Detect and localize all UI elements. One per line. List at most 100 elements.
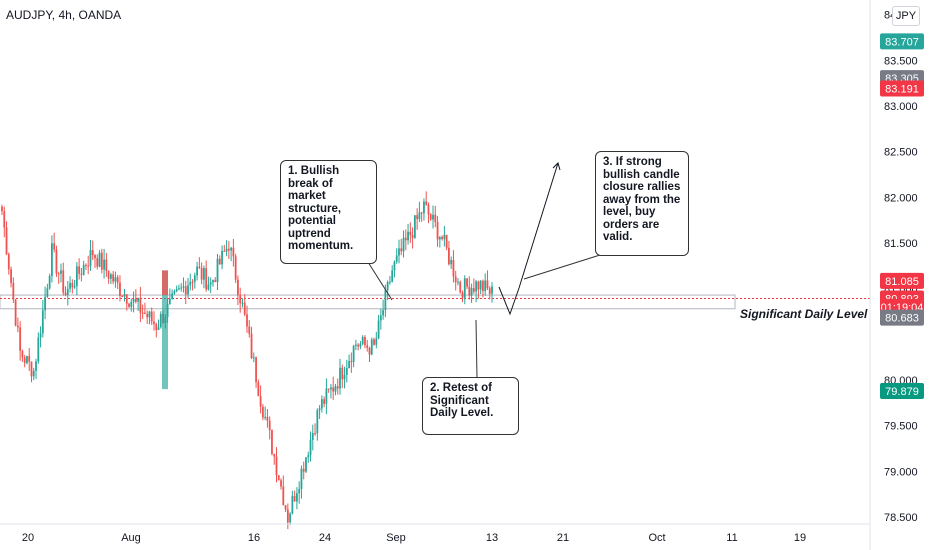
candle-body xyxy=(196,266,198,276)
projection-arrowhead xyxy=(552,162,561,171)
candle-body xyxy=(255,357,257,383)
candle-body xyxy=(234,256,237,280)
candle-body xyxy=(470,288,473,296)
candle-body xyxy=(171,293,174,299)
candle-body xyxy=(35,361,37,371)
candle-body xyxy=(330,387,332,390)
candle-body xyxy=(46,288,49,297)
price-badge-label: 79.879 xyxy=(885,386,919,398)
candle-body xyxy=(193,275,196,282)
candle-body xyxy=(139,297,142,313)
candle-body xyxy=(150,311,153,322)
candles xyxy=(1,191,493,530)
callout-1-pointer xyxy=(367,261,393,301)
candle-body xyxy=(100,252,103,270)
chart-symbol-title: AUDJPY, 4h, OANDA xyxy=(6,8,122,22)
callout-1: 1. Bullish break of market structure, po… xyxy=(280,160,377,264)
callout-3-pointer xyxy=(523,254,601,280)
candle-body xyxy=(14,299,17,326)
candle-body xyxy=(402,237,405,252)
candle-body xyxy=(386,282,389,291)
candle-body xyxy=(223,250,226,252)
candle-body xyxy=(268,420,271,431)
candle-body xyxy=(318,408,321,411)
candle-body xyxy=(257,382,260,397)
price-badge-label: 83.191 xyxy=(885,84,919,96)
candle-body xyxy=(314,433,316,435)
candle-body xyxy=(284,505,287,510)
candle-body xyxy=(116,277,119,283)
price-tick-label: 82.000 xyxy=(884,192,918,204)
candle-body xyxy=(416,215,419,220)
candle-body xyxy=(463,278,466,298)
candle-body xyxy=(175,289,178,292)
candle-body xyxy=(12,282,15,300)
candle-body xyxy=(409,231,412,236)
candle-body xyxy=(107,270,110,279)
candle-body xyxy=(273,453,276,457)
candle-body xyxy=(218,258,221,265)
candle-body xyxy=(443,234,446,240)
price-badge xyxy=(880,309,924,326)
candle-body xyxy=(450,259,453,265)
candle-body xyxy=(423,201,425,214)
candle-body xyxy=(182,286,185,288)
candle-body xyxy=(432,214,434,220)
candle-body xyxy=(425,201,428,205)
candle-body xyxy=(491,286,493,294)
candle-body xyxy=(191,281,194,283)
price-tick-label: 78.500 xyxy=(884,512,918,524)
candle-body xyxy=(359,343,362,347)
candle-body xyxy=(441,237,443,240)
significant-level-zone xyxy=(0,294,736,310)
candle-body xyxy=(91,250,94,256)
candle-body xyxy=(232,247,235,257)
price-badge-label: 83.707 xyxy=(885,36,919,48)
candle-body xyxy=(1,206,3,212)
candle-body xyxy=(400,248,403,252)
time-tick-label: 11 xyxy=(726,532,737,544)
candle-body xyxy=(461,292,464,298)
candle-body xyxy=(69,282,71,289)
price-tick-label: 79.000 xyxy=(884,466,918,478)
candle-body xyxy=(41,310,44,334)
candle-body xyxy=(382,310,385,316)
callout-1-text: 1. Bullish break of market structure, po… xyxy=(288,165,354,252)
candle-body xyxy=(343,374,346,380)
candle-body xyxy=(109,274,112,279)
candle-body xyxy=(105,259,108,271)
candle-body xyxy=(250,333,253,359)
candle-body xyxy=(348,361,350,369)
candle-body xyxy=(391,270,394,282)
candle-body xyxy=(225,248,228,252)
candle-body xyxy=(486,280,489,289)
candle-body xyxy=(357,344,360,347)
currency-button[interactable]: JPY xyxy=(892,6,920,26)
candle-body xyxy=(159,313,162,328)
candle-body xyxy=(266,416,269,421)
candle-body xyxy=(352,346,355,363)
candle-body xyxy=(472,288,475,292)
candle-body xyxy=(173,291,176,294)
candle-body xyxy=(325,388,328,404)
candle-body xyxy=(413,215,416,238)
candle-body xyxy=(39,333,42,338)
candle-body xyxy=(379,315,382,321)
candle-body xyxy=(307,455,310,458)
time-tick-label: 20 xyxy=(22,532,34,544)
candle-body xyxy=(334,386,337,392)
candle-body xyxy=(286,509,289,523)
candle-body xyxy=(375,338,378,345)
candle-body xyxy=(345,368,348,375)
candle-body xyxy=(7,254,10,270)
candle-body xyxy=(205,268,208,290)
candle-body xyxy=(436,221,439,240)
candle-body xyxy=(57,273,60,275)
candle-body xyxy=(271,430,273,454)
candle-body xyxy=(241,302,244,304)
candle-body xyxy=(64,292,67,295)
candle-body xyxy=(298,488,301,494)
candle-body xyxy=(259,396,262,407)
highlight-candle xyxy=(162,270,168,390)
